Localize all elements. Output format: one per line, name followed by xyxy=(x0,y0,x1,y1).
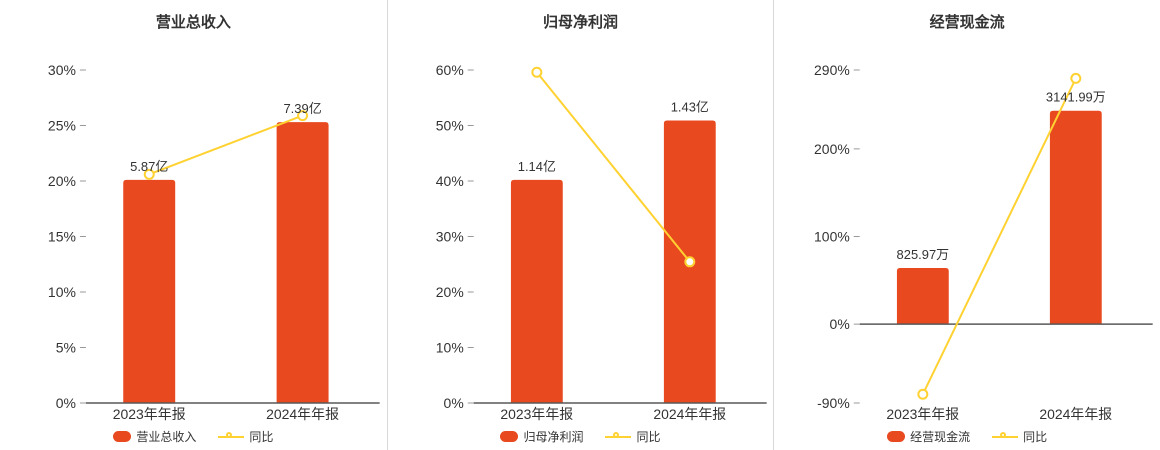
legend-item-net-profit-bar[interactable]: 归母净利润 xyxy=(500,428,583,445)
yoy-line xyxy=(148,114,303,176)
legend-cash-flow: 经营现金流 同比 xyxy=(774,428,1160,450)
y-tick-label: 60% xyxy=(435,62,463,78)
bar-value-label: 1.14亿 xyxy=(517,159,555,174)
legend-label-net-profit: 归母净利润 xyxy=(523,430,584,444)
bar-value-label: 7.39亿 xyxy=(283,101,321,116)
y-tick-label: 15% xyxy=(48,228,76,244)
x-category-label: 2024年年报 xyxy=(653,406,726,422)
y-tick-label: 40% xyxy=(435,173,463,189)
y-tick-label: 290% xyxy=(814,62,850,78)
bar-swatch-icon xyxy=(887,431,906,442)
panel-operating-cash-flow: 经营现金流 -90% 0% 100% 200% 290% 825.97万 2023年年报 31… xyxy=(773,0,1160,450)
y-tick-label: -90% xyxy=(817,395,850,411)
yoy-marker xyxy=(143,168,155,180)
panel-net-profit: 归母净利润 0% 10% 20% 30% 40% 50% 60% 1.14亿 2023年年报 1.… xyxy=(386,0,774,450)
y-tick-label: 5% xyxy=(56,339,76,355)
bar-value-label: 3141.99万 xyxy=(1046,90,1106,105)
y-tick-label: 30% xyxy=(435,228,463,244)
legend-label-cash-flow: 经营现金流 xyxy=(910,430,971,444)
legend-label-revenue: 营业总收入 xyxy=(136,430,197,444)
line-swatch-icon xyxy=(605,431,632,442)
x-category-label: 2023年年报 xyxy=(113,406,186,422)
bar-2023年年报 xyxy=(897,268,950,325)
bar-2023年年报 xyxy=(123,179,176,403)
line-swatch-icon xyxy=(218,431,245,442)
legend-net-profit: 归母净利润 同比 xyxy=(388,428,774,450)
bar-2024年年报 xyxy=(1050,110,1103,325)
y-tick-label: 25% xyxy=(48,117,76,133)
bar-swatch-icon xyxy=(500,431,519,442)
chart-title-revenue: 营业总收入 xyxy=(155,14,231,31)
y-tick-label: 20% xyxy=(435,284,463,300)
legend-label-yoy: 同比 xyxy=(636,430,661,444)
bar-2023年年报 xyxy=(510,179,563,403)
chart-title-cash-flow: 经营现金流 xyxy=(929,14,1005,31)
panel-total-revenue: 营业总收入 0% 5% 10% 15% 20% 25% 30% 5.87亿 2023年年报 7.3… xyxy=(0,0,387,450)
y-tick-label: 30% xyxy=(48,62,76,78)
y-tick-label: 0% xyxy=(56,395,76,411)
yoy-line xyxy=(922,77,1078,395)
y-tick-label: 50% xyxy=(435,117,463,133)
legend-label-yoy: 同比 xyxy=(1023,430,1048,444)
x-category-label: 2023年年报 xyxy=(887,406,960,422)
legend-item-net-profit-yoy[interactable]: 同比 xyxy=(605,428,661,445)
y-tick-label: 20% xyxy=(48,173,76,189)
x-category-label: 2023年年报 xyxy=(500,406,573,422)
y-tick-label: 0% xyxy=(830,316,850,332)
yoy-marker xyxy=(683,256,695,268)
yoy-marker xyxy=(531,66,542,78)
yoy-marker xyxy=(297,110,309,122)
yoy-marker xyxy=(917,388,929,400)
legend-item-revenue-yoy[interactable]: 同比 xyxy=(218,428,273,445)
y-tick-label: 100% xyxy=(814,228,850,244)
y-tick-label: 200% xyxy=(814,141,850,157)
y-tick-label: 0% xyxy=(443,395,463,411)
bar-value-label: 5.87亿 xyxy=(130,159,168,174)
legend-label-yoy: 同比 xyxy=(249,430,274,444)
bar-value-label: 1.43亿 xyxy=(670,99,708,114)
yoy-marker xyxy=(1070,72,1082,84)
cash-flow-chart: -90% 0% 100% 200% 290% 825.97万 2023年年报 3141.99万… xyxy=(814,62,1153,422)
legend-item-cash-flow-yoy[interactable]: 同比 xyxy=(992,428,1047,445)
line-swatch-icon xyxy=(992,431,1019,442)
bar-2024年年报 xyxy=(276,122,329,404)
legend-revenue: 营业总收入 同比 xyxy=(0,428,387,450)
revenue-chart: 0% 5% 10% 15% 20% 25% 30% 5.87亿 2023年年报 7.39亿 2024… xyxy=(48,62,380,422)
net-profit-chart: 0% 10% 20% 30% 40% 50% 60% 1.14亿 2023年年报 1.43亿 202… xyxy=(435,62,767,422)
y-tick-label: 10% xyxy=(435,339,463,355)
legend-item-cash-flow-bar[interactable]: 经营现金流 xyxy=(887,428,970,445)
chart-title-net-profit: 归母净利润 xyxy=(542,14,618,31)
x-category-label: 2024年年报 xyxy=(266,406,339,422)
yoy-line xyxy=(535,71,691,263)
bar-swatch-icon xyxy=(113,431,132,442)
legend-item-revenue-bar[interactable]: 营业总收入 xyxy=(113,428,196,445)
y-tick-label: 10% xyxy=(48,284,76,300)
bar-value-label: 825.97万 xyxy=(897,247,950,262)
x-category-label: 2024年年报 xyxy=(1040,406,1113,422)
